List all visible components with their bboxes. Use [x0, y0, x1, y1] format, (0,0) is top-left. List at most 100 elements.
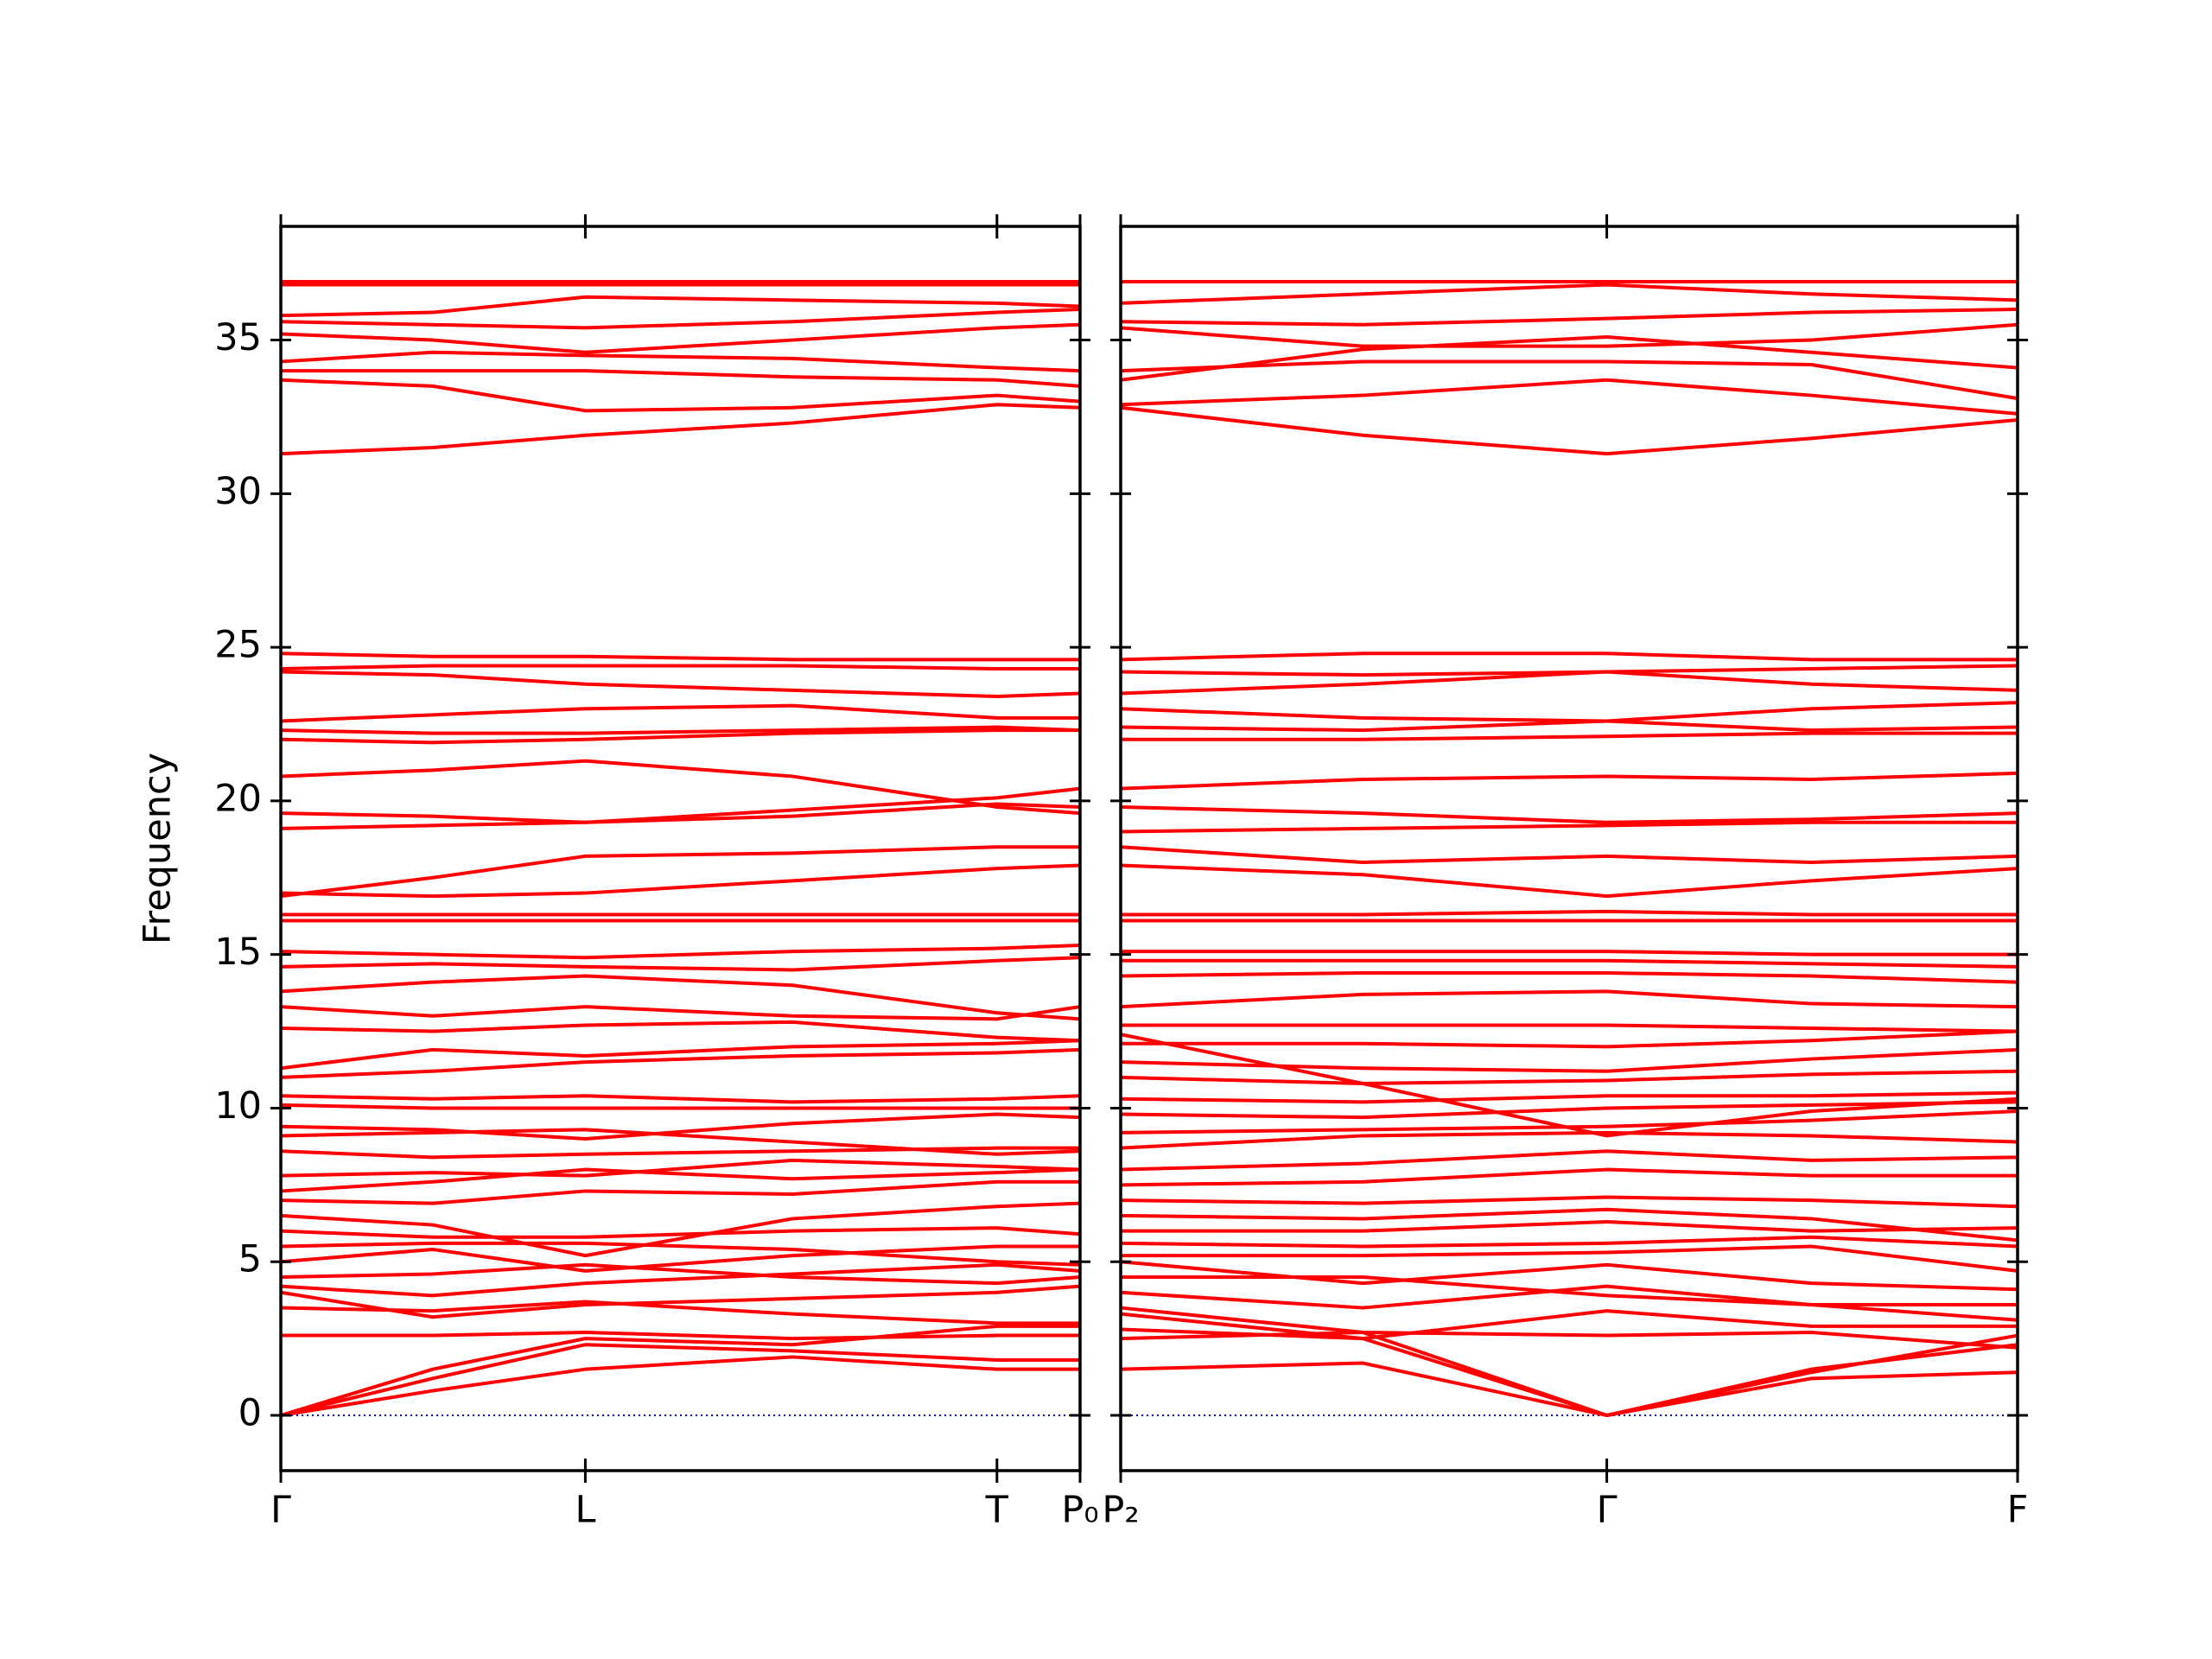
band-line	[280, 863, 1081, 899]
band-line	[1121, 1029, 2018, 1049]
band-line	[280, 956, 1081, 972]
band-line	[280, 1324, 1080, 1417]
x-tick-label: F	[2007, 1489, 2029, 1532]
y-tick-label: 20	[214, 777, 262, 820]
band-line	[1120, 1100, 2018, 1120]
y-tick-label: 15	[214, 931, 262, 974]
band-line	[1120, 701, 2018, 723]
band-line	[280, 802, 1081, 830]
band-line	[280, 1262, 1081, 1298]
band-line	[280, 322, 1081, 354]
band-line	[280, 670, 1081, 698]
band-line	[1120, 652, 2018, 662]
band-line	[1120, 845, 2018, 864]
band-line	[1120, 1090, 2018, 1104]
band-line	[280, 786, 1081, 824]
band-line	[280, 1103, 1080, 1110]
band-line	[280, 1201, 1081, 1258]
band-line	[1120, 863, 2018, 899]
band-line	[280, 1300, 1080, 1325]
band-line	[1120, 283, 2018, 305]
band-line	[280, 403, 1081, 456]
band-line	[280, 1039, 1081, 1071]
x-tick-label: T	[985, 1489, 1009, 1532]
band-line	[280, 1284, 1081, 1319]
band-line	[1120, 405, 2018, 456]
band-line	[280, 725, 1081, 735]
band-line	[280, 1146, 1080, 1160]
x-tick-label: Γ	[1597, 1489, 1618, 1532]
band-line	[280, 974, 1081, 1021]
band-line	[280, 295, 1081, 318]
band-line	[1120, 719, 2018, 733]
band-line	[1120, 1069, 2018, 1085]
y-axis-label: Frequency	[137, 753, 180, 944]
band-line	[280, 1158, 1081, 1178]
band-line	[280, 1112, 1081, 1141]
band-line	[280, 308, 1081, 330]
band-line	[1120, 664, 2018, 677]
band-line	[1120, 771, 2018, 791]
band-line	[1120, 322, 2018, 348]
band-line	[280, 944, 1081, 960]
band-line	[1121, 950, 2018, 957]
band-line	[280, 664, 1080, 671]
band-line	[1120, 1167, 2018, 1187]
band-line	[1120, 1260, 2018, 1292]
band-line	[1120, 1109, 2018, 1135]
x-tick-label: Γ	[270, 1489, 291, 1532]
band-line	[1120, 359, 2018, 401]
band-line	[1120, 820, 2018, 834]
band-line	[280, 703, 1080, 723]
band-line	[280, 1005, 1081, 1021]
band-line	[280, 1241, 1081, 1267]
y-tick-label: 35	[214, 316, 262, 359]
band-line	[1120, 1130, 2018, 1150]
band-line	[1121, 1244, 2018, 1273]
band-line	[1120, 1284, 2018, 1322]
band-line	[280, 350, 1081, 373]
band-line	[280, 1047, 1081, 1079]
band-line	[280, 1167, 1081, 1193]
band-line	[1120, 1235, 2018, 1249]
band-line	[1121, 731, 2018, 741]
band-line	[280, 1355, 1080, 1417]
band-line	[1121, 958, 2018, 969]
band-line	[280, 728, 1080, 745]
band-line	[281, 369, 1081, 388]
band-line	[1120, 1309, 2018, 1341]
band-line	[1120, 971, 2018, 984]
band-line	[1121, 1220, 2018, 1233]
y-tick-label: 0	[238, 1392, 262, 1435]
band-line	[1120, 1207, 2018, 1243]
band-line	[1120, 1149, 2018, 1172]
band-line	[280, 1179, 1080, 1205]
band-line	[280, 1094, 1081, 1104]
x-tick-label: P₀	[1061, 1489, 1098, 1532]
band-line	[1120, 1306, 2018, 1350]
x-tick-label: P₂	[1102, 1489, 1139, 1532]
band-line	[280, 1128, 1081, 1156]
band-line	[1120, 308, 2018, 327]
band-line	[280, 652, 1080, 662]
plot-frame	[1119, 225, 2019, 1472]
band-line	[280, 759, 1081, 816]
band-line	[280, 1226, 1081, 1239]
band-line	[1120, 1033, 2018, 1138]
band-line	[1121, 909, 2018, 917]
band-line	[280, 845, 1080, 899]
band-line	[1120, 1195, 2018, 1209]
y-tick-label: 25	[214, 624, 262, 667]
plot-frame	[279, 225, 1082, 1472]
x-tick-label: L	[575, 1489, 595, 1532]
band-line	[1121, 1023, 2018, 1033]
y-tick-label: 10	[214, 1084, 262, 1128]
band-line	[1120, 378, 2018, 416]
band-line	[280, 1244, 1080, 1273]
band-line	[1120, 335, 2018, 382]
band-line	[280, 1020, 1081, 1043]
y-tick-label: 5	[238, 1238, 262, 1281]
band-line	[280, 1262, 1081, 1286]
band-line	[1120, 805, 2018, 824]
